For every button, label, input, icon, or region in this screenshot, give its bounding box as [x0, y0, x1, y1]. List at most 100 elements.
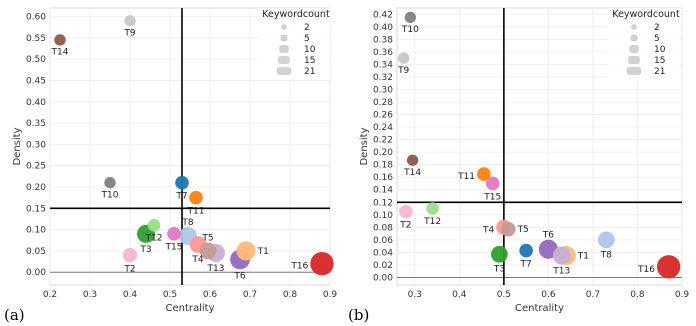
y-tick-label: 0.00	[26, 268, 46, 278]
legend-size-label: 2	[304, 23, 310, 33]
y-axis-label: Density	[12, 127, 23, 165]
point-label: T4	[482, 225, 494, 235]
point-label: T1	[257, 247, 269, 257]
point-label: T6	[233, 271, 245, 281]
data-point	[656, 255, 681, 279]
data-point	[236, 241, 256, 261]
point-label: T7	[175, 192, 187, 202]
data-point	[147, 219, 161, 232]
data-point	[167, 227, 181, 241]
legend-size-swatch	[277, 67, 291, 75]
data-point	[597, 231, 615, 249]
data-point	[124, 15, 136, 27]
y-tick-label: 0.60	[26, 13, 46, 23]
x-tick-label: 0.7	[586, 290, 600, 300]
legend-size-swatch	[630, 35, 638, 41]
data-point	[406, 154, 419, 166]
point-label: T12	[423, 217, 441, 227]
legend-title: Keywordcount	[612, 9, 680, 20]
data-point	[310, 251, 334, 276]
point-label: T10	[401, 25, 419, 35]
point-label: T8	[600, 250, 612, 260]
legend-size-label: 2	[654, 23, 660, 33]
point-label: T13	[207, 264, 225, 274]
legend-size-swatch	[280, 35, 288, 41]
x-tick-label: 0.4	[452, 290, 467, 300]
point-label: T3	[139, 245, 151, 255]
x-tick-label: 0.8	[630, 290, 645, 300]
legend-size-swatch	[628, 56, 640, 64]
legend-size-swatch	[279, 45, 289, 53]
point-label: T15	[483, 192, 501, 202]
chart-panel-a: 0.2 0.3 0.4 0.5 0.6 0.7 0.8 0.9 0.00 0.05 0.10 0.15…	[4, 7, 338, 324]
point-label: T14	[403, 168, 421, 178]
y-tick-label: 0.22	[373, 136, 393, 146]
y-tick-label: 0.08	[373, 223, 393, 233]
legend-size-label: 15	[654, 56, 665, 66]
y-tick-label: 0.00	[373, 273, 393, 283]
y-tick-label: 0.18	[373, 161, 393, 171]
point-label: T3	[493, 265, 505, 275]
legend-background	[258, 8, 330, 80]
y-tick-label: 0.30	[26, 140, 46, 150]
legend-size-swatch	[627, 67, 641, 75]
data-point	[122, 247, 138, 263]
point-label: T11	[457, 172, 475, 182]
point-label: T9	[397, 66, 409, 76]
data-point	[54, 34, 66, 46]
x-tick-label: 0.5	[497, 290, 511, 300]
point-label: T11	[187, 206, 205, 216]
legend-size-label: 21	[654, 67, 665, 77]
data-point	[397, 52, 410, 64]
legend-size-swatch	[629, 45, 639, 53]
y-tick-label: 0.10	[26, 226, 46, 236]
y-tick-label: 0.02	[373, 261, 393, 271]
data-point	[104, 177, 116, 189]
point-label: T1	[577, 252, 589, 262]
x-tick-label: 0.8	[283, 290, 298, 300]
y-tick-label: 0.40	[26, 98, 46, 108]
point-label: T16	[637, 265, 655, 275]
y-tick-label: 0.40	[373, 23, 393, 33]
y-tick-label: 0.25	[26, 162, 46, 172]
point-label: T5	[517, 225, 529, 235]
y-tick-label: 0.20	[373, 148, 393, 158]
y-tick-label: 0.20	[26, 183, 46, 193]
legend-background	[608, 8, 680, 80]
legend-size-label: 10	[654, 45, 666, 55]
y-tick-label: 0.30	[373, 85, 393, 95]
legend-size-swatch	[281, 24, 287, 30]
y-tick-label: 0.35	[26, 119, 46, 129]
point-label: T4	[191, 255, 203, 265]
point-label: T2	[399, 220, 411, 230]
y-tick-label: 0.26	[373, 111, 393, 121]
panel-label: (b)	[348, 306, 369, 324]
legend-size-swatch	[631, 24, 637, 30]
y-tick-label: 0.42	[373, 10, 393, 20]
point-label: T5	[201, 234, 213, 244]
chart-panel-b: 0.3 0.4 0.5 0.6 0.7 0.8 0.9 0.00 0.02 0.04 0.06 0.0…	[348, 7, 689, 324]
x-tick-label: 0.9	[323, 290, 338, 300]
data-point	[519, 243, 533, 258]
x-tick-label: 0.6	[541, 290, 556, 300]
x-tick-label: 0.3	[83, 290, 97, 300]
y-tick-label: 0.15	[26, 204, 46, 214]
y-tick-label: 0.28	[373, 98, 393, 108]
data-point	[399, 204, 413, 219]
data-point	[485, 176, 500, 191]
data-point	[404, 11, 417, 24]
y-tick-label: 0.14	[373, 186, 393, 196]
data-point	[175, 175, 189, 190]
point-label: T6	[542, 231, 554, 241]
x-tick-label: 0.3	[408, 290, 422, 300]
data-point	[501, 221, 516, 237]
y-tick-label: 0.32	[373, 73, 393, 83]
data-point	[199, 242, 217, 260]
y-tick-label: 0.04	[373, 248, 393, 258]
y-tick-label: 0.50	[26, 55, 46, 65]
data-point	[491, 245, 508, 263]
x-tick-label: 0.5	[163, 290, 177, 300]
y-tick-label: 0.55	[26, 34, 46, 44]
x-tick-label: 0.6	[203, 290, 218, 300]
